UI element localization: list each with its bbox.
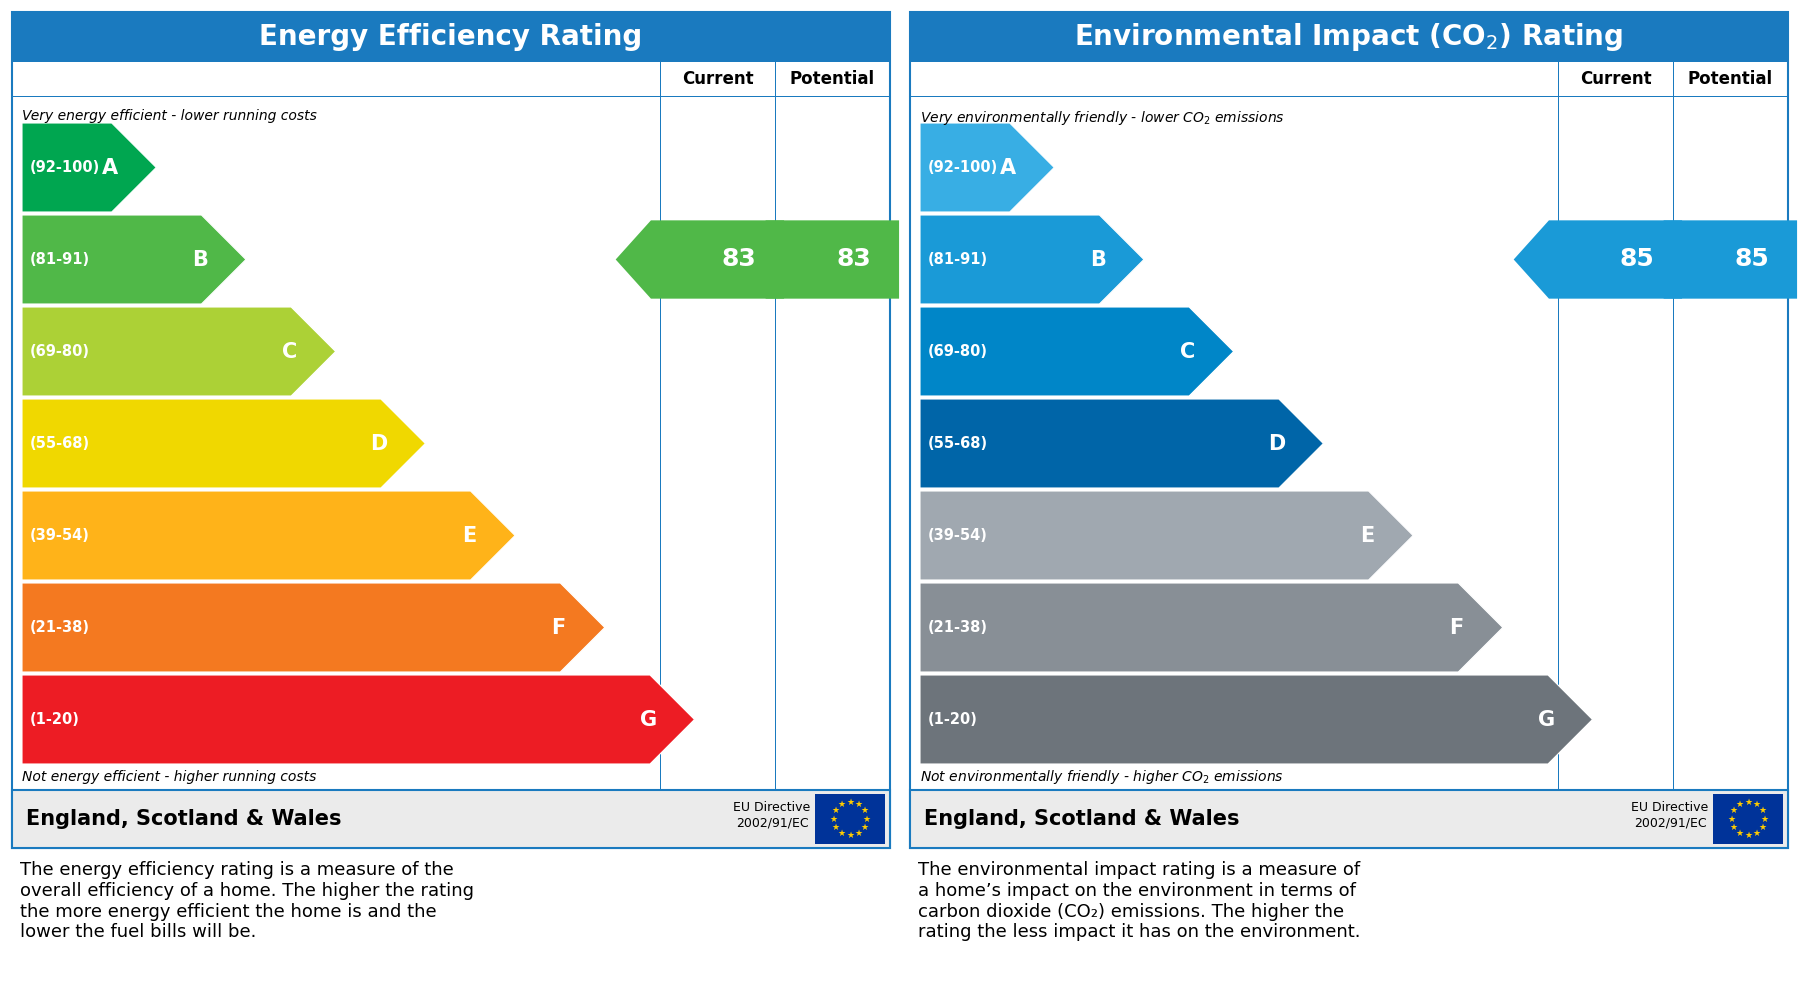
Text: ★: ★ <box>837 829 846 838</box>
Text: 83: 83 <box>837 248 871 271</box>
Text: B: B <box>193 250 207 269</box>
Bar <box>911 12 1787 62</box>
Polygon shape <box>1629 221 1796 298</box>
Text: 85: 85 <box>1735 248 1769 271</box>
Text: A: A <box>103 157 119 177</box>
Text: ★: ★ <box>830 814 837 824</box>
Bar <box>1714 794 1784 845</box>
Text: (55-68): (55-68) <box>31 436 90 451</box>
Polygon shape <box>22 307 335 396</box>
Text: EU Directive
2002/91/EC: EU Directive 2002/91/EC <box>1631 801 1708 829</box>
Text: F: F <box>1449 618 1463 637</box>
Text: England, Scotland & Wales: England, Scotland & Wales <box>923 809 1240 829</box>
Bar <box>911 790 1787 848</box>
Polygon shape <box>920 123 1055 212</box>
Text: Energy Efficiency Rating: Energy Efficiency Rating <box>259 23 643 51</box>
Bar <box>13 12 889 848</box>
Text: G: G <box>1537 710 1555 730</box>
Text: ★: ★ <box>1751 829 1760 838</box>
Text: C: C <box>283 342 297 362</box>
Text: (1-20): (1-20) <box>31 712 79 727</box>
Polygon shape <box>920 399 1323 488</box>
Text: Current: Current <box>1580 71 1651 89</box>
Text: (1-20): (1-20) <box>929 712 977 727</box>
Text: ★: ★ <box>860 823 868 832</box>
Text: F: F <box>551 618 565 637</box>
Text: D: D <box>371 433 387 454</box>
Text: ★: ★ <box>1730 823 1739 832</box>
Polygon shape <box>920 215 1145 304</box>
Text: The energy efficiency rating is a measure of the
overall efficiency of a home. T: The energy efficiency rating is a measur… <box>20 861 473 941</box>
Polygon shape <box>22 399 425 488</box>
Text: ★: ★ <box>832 823 841 832</box>
Text: E: E <box>461 525 475 545</box>
Polygon shape <box>920 307 1233 396</box>
Text: Potential: Potential <box>790 71 875 89</box>
Polygon shape <box>22 123 157 212</box>
Text: ★: ★ <box>1735 800 1744 809</box>
Polygon shape <box>1514 221 1681 298</box>
Bar <box>815 794 886 845</box>
Polygon shape <box>22 675 695 764</box>
Text: D: D <box>1269 433 1285 454</box>
Polygon shape <box>22 583 605 672</box>
Text: ★: ★ <box>1735 829 1744 838</box>
Text: (92-100): (92-100) <box>929 160 999 175</box>
Text: (21-38): (21-38) <box>929 620 988 635</box>
Text: E: E <box>1359 525 1373 545</box>
Text: 85: 85 <box>1620 248 1654 271</box>
Text: ★: ★ <box>1744 798 1751 807</box>
Text: Current: Current <box>682 71 754 89</box>
Text: (69-80): (69-80) <box>31 344 90 359</box>
Polygon shape <box>920 675 1593 764</box>
Text: ★: ★ <box>1744 831 1751 840</box>
Text: ★: ★ <box>860 806 868 815</box>
Text: ★: ★ <box>846 798 853 807</box>
Text: Very environmentally friendly - lower CO$_2$ emissions: Very environmentally friendly - lower CO… <box>920 109 1285 127</box>
Bar <box>13 12 889 62</box>
Bar <box>911 12 1787 848</box>
Text: Very energy efficient - lower running costs: Very energy efficient - lower running co… <box>22 109 317 123</box>
Text: 83: 83 <box>722 248 756 271</box>
Polygon shape <box>22 215 247 304</box>
Polygon shape <box>22 491 515 580</box>
Text: Potential: Potential <box>1688 71 1773 89</box>
Text: ★: ★ <box>846 831 853 840</box>
Text: ★: ★ <box>1760 814 1768 824</box>
Text: Environmental Impact (CO$_2$) Rating: Environmental Impact (CO$_2$) Rating <box>1075 21 1624 53</box>
Polygon shape <box>920 583 1503 672</box>
Text: (81-91): (81-91) <box>31 252 90 267</box>
Text: ★: ★ <box>862 814 871 824</box>
Text: (69-80): (69-80) <box>929 344 988 359</box>
Polygon shape <box>920 491 1413 580</box>
Text: (92-100): (92-100) <box>31 160 101 175</box>
Text: (81-91): (81-91) <box>929 252 988 267</box>
Text: (39-54): (39-54) <box>31 528 90 543</box>
Text: ★: ★ <box>853 800 862 809</box>
Text: EU Directive
2002/91/EC: EU Directive 2002/91/EC <box>733 801 810 829</box>
Text: Not environmentally friendly - higher CO$_2$ emissions: Not environmentally friendly - higher CO… <box>920 768 1283 786</box>
Bar <box>13 790 889 848</box>
Text: ★: ★ <box>1730 806 1739 815</box>
Text: England, Scotland & Wales: England, Scotland & Wales <box>25 809 342 829</box>
Text: ★: ★ <box>853 829 862 838</box>
Text: ★: ★ <box>1728 814 1735 824</box>
Text: A: A <box>999 157 1015 177</box>
Text: Not energy efficient - higher running costs: Not energy efficient - higher running co… <box>22 770 317 784</box>
Polygon shape <box>616 221 785 298</box>
Text: (21-38): (21-38) <box>31 620 90 635</box>
Text: ★: ★ <box>837 800 846 809</box>
Text: ★: ★ <box>1759 823 1766 832</box>
Text: ★: ★ <box>832 806 841 815</box>
Polygon shape <box>731 221 898 298</box>
Text: ★: ★ <box>1751 800 1760 809</box>
Text: G: G <box>639 710 657 730</box>
Text: The environmental impact rating is a measure of
a home’s impact on the environme: The environmental impact rating is a mea… <box>918 861 1361 941</box>
Text: B: B <box>1089 250 1105 269</box>
Text: (55-68): (55-68) <box>929 436 988 451</box>
Text: C: C <box>1179 342 1195 362</box>
Text: ★: ★ <box>1759 806 1766 815</box>
Text: (39-54): (39-54) <box>929 528 988 543</box>
